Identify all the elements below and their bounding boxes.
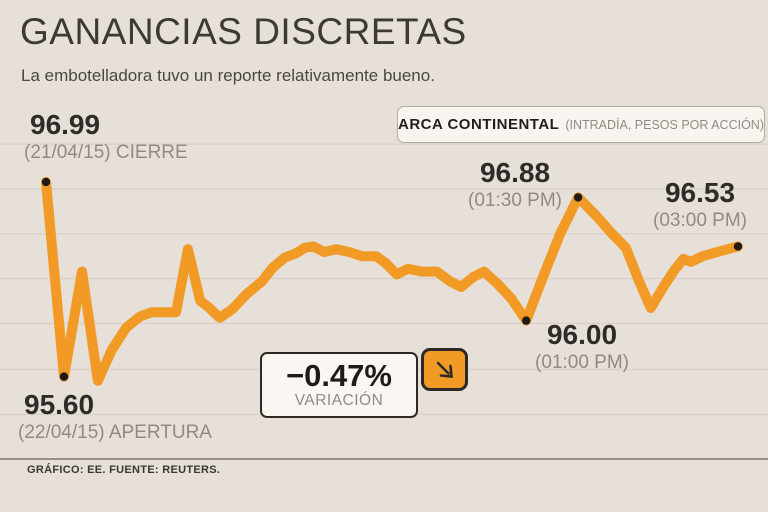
annotation-open: 95.60 (22/04/15) APERTURA: [18, 389, 212, 444]
close-label: (21/04/15) CIERRE: [24, 142, 188, 164]
last-label: (03:00 PM): [653, 210, 747, 232]
close-value: 96.99: [30, 109, 101, 140]
open-value: 95.60: [24, 389, 95, 420]
annotation-low: 96.00 (01:00 PM): [535, 319, 629, 374]
legend-ticker: ARCA CONTINENTAL: [398, 116, 560, 133]
footer-divider: [0, 458, 768, 460]
subtitle: La embotelladora tuvo un reporte relativ…: [21, 66, 435, 85]
legend-detail: (INTRADÍA, PESOS POR ACCIÓN): [565, 117, 764, 132]
chart-legend: ARCA CONTINENTAL (INTRADÍA, PESOS POR AC…: [397, 106, 765, 143]
peak-label: (01:30 PM): [468, 190, 562, 212]
variation-direction-badge: [421, 348, 468, 391]
annotation-last: 96.53 (03:00 PM): [653, 177, 747, 232]
annotation-peak: 96.88 (01:30 PM): [468, 157, 562, 212]
price-line: [41, 177, 743, 386]
down-right-arrow-icon: [436, 361, 453, 378]
data-point-markers: [41, 177, 743, 381]
low-label: (01:00 PM): [535, 352, 629, 374]
annotation-close: 96.99 (21/04/15) CIERRE: [24, 109, 188, 164]
page-title: GANANCIAS DISCRETAS: [20, 11, 467, 52]
variation-value: −0.47%: [285, 358, 392, 393]
peak-value: 96.88: [479, 157, 551, 188]
variation-box: −0.47% VARIACIÓN: [260, 352, 418, 418]
last-value: 96.53: [664, 177, 736, 208]
variation-label: VARIACIÓN: [294, 392, 384, 409]
source-credit: GRÁFICO: EE. FUENTE: REUTERS.: [27, 464, 221, 476]
low-value: 96.00: [546, 319, 618, 350]
open-label: (22/04/15) APERTURA: [18, 422, 212, 444]
